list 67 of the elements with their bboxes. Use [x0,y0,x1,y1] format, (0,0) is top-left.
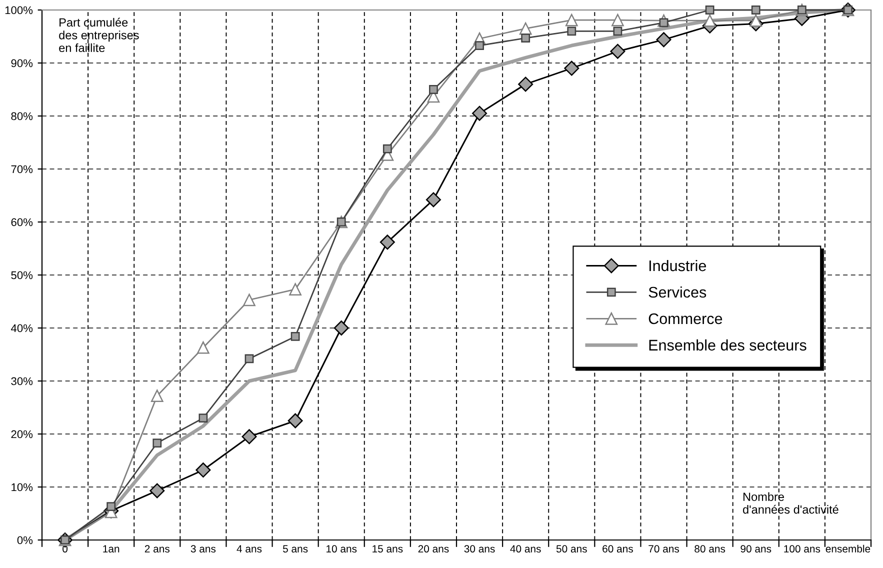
x-tick-label: 100 ans [784,545,820,553]
point [567,26,576,36]
point [426,192,441,208]
y-tick-label: 80% [11,112,33,120]
point [705,6,714,14]
point [288,413,303,428]
y-tick-label: 70% [11,165,33,174]
point [565,14,578,26]
point [750,14,762,27]
point [704,14,716,27]
point [472,106,488,121]
y-tick-label: 0% [17,536,33,544]
point [613,26,622,36]
point [610,44,626,59]
point [152,438,162,448]
point [244,354,254,364]
point [521,34,530,43]
point [612,14,624,26]
y-axis-title: Part cumulée des entreprises en faillite [59,18,139,52]
x-tick-label: 50 ans [556,545,587,553]
point [197,341,210,354]
point [656,32,672,48]
point [150,390,164,402]
legend-label: Ensemble des secteurs [649,339,806,351]
y-tick-label: 30% [11,377,33,386]
point [150,483,165,498]
point [290,332,300,341]
y-tick-label: 60% [11,218,33,226]
x-tick-label: 1an [103,545,120,553]
legend-label: Services [648,286,706,298]
point [382,144,392,154]
y-tick-label: 40% [10,324,33,332]
point [334,320,349,336]
x-tick-label: 40 ans [510,545,541,553]
x-tick-label: 60 ans [602,545,633,553]
y-tick-label: 90% [11,59,33,68]
legend-label: Industrie [649,260,706,272]
point [289,283,302,296]
x-tick-label: 3 ans [190,545,216,553]
y-tick-label: 20% [11,430,33,438]
point [198,414,208,423]
x-tick-label: 70 ans [648,545,680,553]
x-tick-label: 4 ans [236,545,262,553]
x-tick-label: 10 ans [326,545,357,553]
point [196,462,211,478]
point [429,85,438,94]
legend-label: Commerce [648,313,722,324]
y-tick-label: 100% [5,6,33,14]
point [751,6,760,14]
x-tick-label: 80 ans [694,545,726,553]
x-tick-label: 90 ans [740,545,772,553]
x-tick-label: ensemble [826,544,870,553]
x-tick-label: 2 ans [144,545,170,553]
x-tick-label: 20 ans [418,545,449,553]
x-tick-label: 15 ans [372,545,403,553]
point [243,294,256,306]
point [475,41,484,50]
point [564,60,580,76]
x-tick-label: 5 ans [282,545,308,553]
point [380,234,395,250]
point [242,429,257,444]
point [518,76,534,92]
x-tick-label: 30 ans [464,545,495,553]
x-axis-title: Nombre d'années d'activité [743,492,838,514]
point [106,502,116,512]
y-tick-label: 50% [11,271,33,280]
y-tick-label: 10% [12,483,33,492]
